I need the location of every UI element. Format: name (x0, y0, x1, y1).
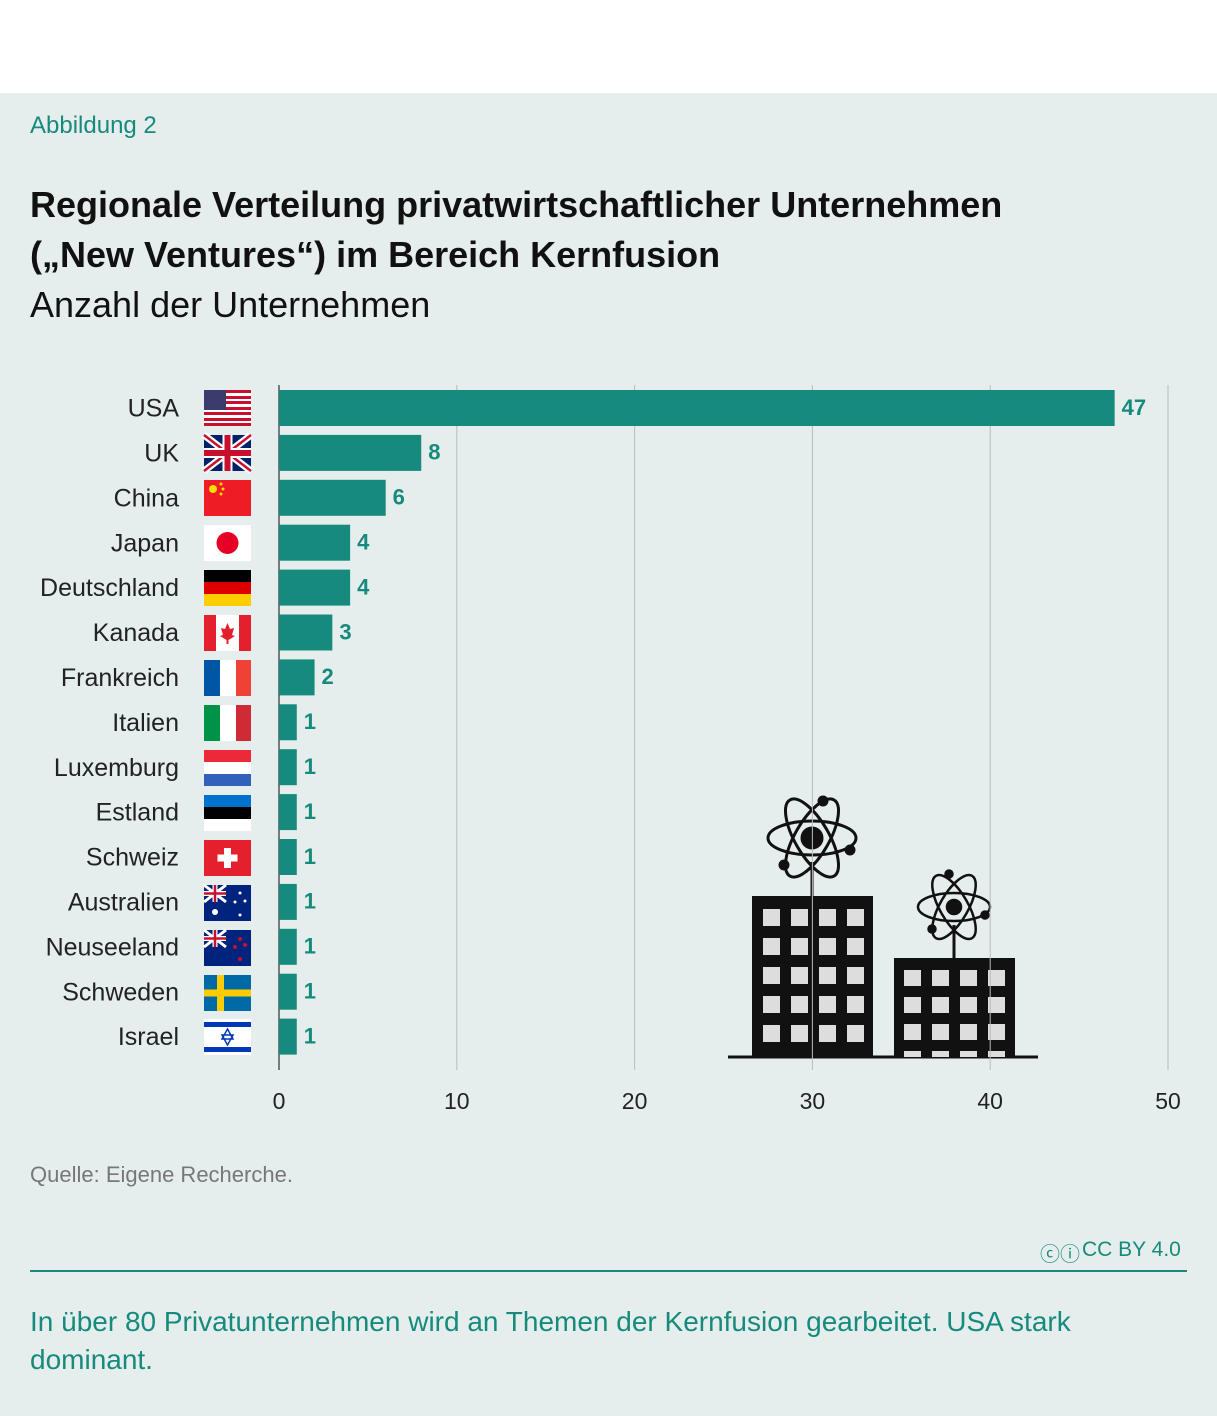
license-icons: ⓒⓘ (1040, 1244, 1080, 1266)
y-tick-label: Frankreich (61, 664, 179, 692)
y-tick-label: USA (128, 395, 180, 423)
y-tick-label: China (114, 484, 179, 512)
value-label: 1 (304, 799, 316, 824)
bar (279, 434, 422, 471)
bar (279, 390, 1115, 426)
bar (279, 524, 351, 561)
flags (201, 390, 254, 1055)
bar (279, 928, 297, 965)
y-tick-label: UK (144, 440, 179, 468)
value-label: 4 (357, 574, 370, 599)
value-label: 2 (322, 664, 334, 689)
bar (279, 749, 297, 786)
x-tick-label: 30 (800, 1088, 826, 1114)
chart-subtitle: Anzahl der Unternehmen (30, 284, 431, 325)
x-tick-label: 20 (622, 1088, 648, 1114)
panel (0, 93, 1217, 1416)
bar (279, 659, 315, 696)
y-tick-label: Italien (112, 709, 179, 737)
bar (279, 973, 297, 1010)
bar (279, 479, 386, 516)
y-tick-label: Estland (96, 799, 179, 827)
y-tick-label: Luxemburg (54, 754, 179, 782)
y-tick-label: Japan (111, 529, 179, 557)
value-label: 1 (304, 979, 316, 1004)
y-tick-label: Israel (118, 1023, 179, 1051)
bar (279, 569, 351, 606)
value-label: 1 (304, 889, 316, 914)
y-tick-label: Deutschland (40, 574, 179, 602)
bar (279, 614, 333, 651)
divider (30, 1270, 1187, 1272)
value-label: 47 (1122, 395, 1146, 420)
license: CC BY 4.0 (1082, 1238, 1181, 1261)
source: Quelle: Eigene Recherche. (30, 1162, 293, 1187)
y-tick-label: Kanada (93, 619, 179, 647)
y-tick-label: Neuseeland (46, 933, 179, 961)
value-label: 6 (393, 485, 405, 510)
x-tick-label: 0 (273, 1088, 286, 1114)
bar (279, 704, 297, 741)
value-label: 1 (304, 709, 316, 734)
x-tick-label: 10 (444, 1088, 470, 1114)
y-tick-label: Schweiz (86, 844, 179, 872)
illustration (728, 795, 1038, 1059)
value-label: 8 (428, 440, 440, 465)
bar (279, 1018, 297, 1055)
bar (279, 794, 297, 831)
chart-title: Regionale Verteilung privatwirtschaftlic… (30, 184, 1003, 275)
y-tick-label: Australien (68, 889, 179, 917)
value-label: 3 (339, 619, 351, 644)
figure-label: Abbildung 2 (30, 112, 157, 139)
bar (279, 839, 297, 875)
value-label: 1 (304, 1023, 316, 1048)
x-tick-label: 50 (1155, 1088, 1181, 1114)
value-label: 4 (357, 530, 370, 555)
x-tick-label: 40 (977, 1088, 1003, 1114)
caption: In über 80 Privatunternehmen wird an The… (30, 1306, 1071, 1375)
y-tick-label: Schweden (62, 978, 179, 1006)
value-label: 1 (304, 934, 316, 959)
value-label: 1 (304, 754, 316, 779)
value-label: 1 (304, 844, 316, 869)
bar (279, 883, 297, 920)
